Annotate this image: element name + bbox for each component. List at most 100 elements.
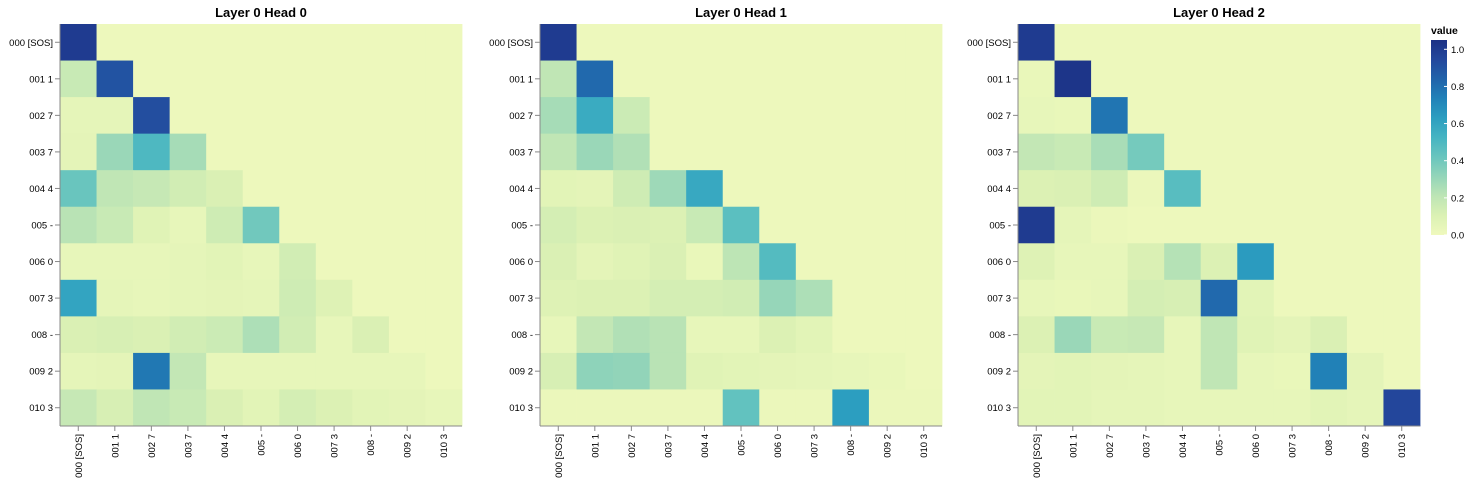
heatmap-cell <box>759 316 797 354</box>
heatmap-cell <box>1200 352 1238 390</box>
heatmap-cell <box>1018 279 1055 317</box>
y-tick-label: 005 - <box>989 221 1011 232</box>
heatmap-cell <box>1164 133 1202 171</box>
heatmap-cell <box>133 352 171 390</box>
heatmap-cell <box>905 316 943 354</box>
heatmap-cell <box>1127 133 1165 171</box>
heatmap-cell <box>425 352 463 390</box>
heatmap-cell <box>1346 133 1384 171</box>
heatmap-cell <box>1054 279 1092 317</box>
y-tick-label: 002 7 <box>987 111 1011 122</box>
heatmap-cell <box>315 24 353 61</box>
heatmap-cell <box>576 389 614 427</box>
heatmap-cell <box>133 97 171 135</box>
heatmap-cell <box>1018 316 1055 354</box>
heatmap-cell <box>686 279 724 317</box>
heatmap-cell <box>686 389 724 427</box>
heatmap-cell <box>1237 279 1275 317</box>
x-tick-label: 005 - <box>257 434 268 456</box>
heatmap-cell <box>722 389 760 427</box>
heatmap-cell <box>722 206 760 244</box>
heatmap-cell <box>1383 170 1421 208</box>
heatmap-cell <box>1346 170 1384 208</box>
heatmap-cell <box>388 389 426 427</box>
heatmap-cell <box>388 243 426 281</box>
panel-title: Layer 0 Head 2 <box>1173 5 1265 20</box>
heatmap-cell <box>60 170 97 208</box>
x-tick-label: 004 4 <box>1178 434 1189 458</box>
heatmap-cell <box>60 206 97 244</box>
heatmap-cell <box>576 243 614 281</box>
heatmap-cell <box>1346 206 1384 244</box>
heatmap-cell <box>1383 60 1421 98</box>
heatmap-cell <box>388 279 426 317</box>
heatmap-cell <box>315 206 353 244</box>
heatmap-cell <box>425 316 463 354</box>
x-tick-label: 002 7 <box>627 434 638 458</box>
heatmap-cell <box>832 97 870 135</box>
heatmap-cell <box>279 316 317 354</box>
heatmap-cell <box>388 316 426 354</box>
heatmap-cell <box>1273 170 1311 208</box>
heatmap-panel-2: Layer 0 Head 2 000 [SOS] 001 1 002 7 003 7 00… <box>967 5 1421 478</box>
heatmap-cell <box>169 316 207 354</box>
x-tick-label: 010 3 <box>439 434 450 458</box>
heatmap-cell <box>1127 170 1165 208</box>
heatmap-cell <box>279 24 317 61</box>
heatmap-cell <box>315 352 353 390</box>
heatmap-cell <box>540 389 577 427</box>
y-tick-label: 007 3 <box>29 294 53 305</box>
x-tick-label: 005 - <box>1215 434 1226 456</box>
heatmap-cell <box>905 352 943 390</box>
heatmap-cell <box>576 206 614 244</box>
heatmap-cell <box>242 24 280 61</box>
x-tick-label: 009 2 <box>883 434 894 458</box>
legend-tick-label: 0.8 <box>1451 82 1464 93</box>
heatmap-cell <box>759 243 797 281</box>
heatmap-cell <box>1346 60 1384 98</box>
heatmap-cell <box>832 352 870 390</box>
heatmap-cell <box>686 170 724 208</box>
heatmap-cell <box>649 243 687 281</box>
x-tick-label: 003 7 <box>183 434 194 458</box>
heatmap-cell <box>795 243 833 281</box>
heatmap-cell <box>1018 206 1055 244</box>
heatmap-cell <box>1164 24 1202 61</box>
heatmap-cell <box>279 133 317 171</box>
heatmap-cell <box>279 352 317 390</box>
heatmap-cell <box>686 60 724 98</box>
heatmap-cell <box>425 170 463 208</box>
heatmap-cell <box>1054 170 1092 208</box>
heatmap-cell <box>686 24 724 61</box>
y-tick-label: 005 - <box>511 221 533 232</box>
heatmap-cell <box>832 170 870 208</box>
panel-title: Layer 0 Head 1 <box>695 5 787 20</box>
heatmap-cell <box>649 316 687 354</box>
heatmap-cell <box>169 24 207 61</box>
heatmap-cell <box>352 243 390 281</box>
heatmap-cell <box>279 97 317 135</box>
heatmap-cell <box>868 352 906 390</box>
y-tick-label: 006 0 <box>987 257 1011 268</box>
heatmap-cell <box>242 279 280 317</box>
heatmap-cell <box>1091 24 1129 61</box>
y-tick-label: 000 [SOS] <box>967 38 1011 49</box>
heatmap-cell <box>60 97 97 135</box>
heatmap-cell <box>242 170 280 208</box>
y-tick-label: 009 2 <box>987 367 1011 378</box>
heatmap-cell <box>96 170 134 208</box>
legend-tick-label: 0.2 <box>1451 193 1464 204</box>
heatmap-cell <box>1091 352 1129 390</box>
heatmap-cell <box>388 60 426 98</box>
heatmap-cell <box>1383 316 1421 354</box>
heatmap-cell <box>722 60 760 98</box>
heatmap-cell <box>576 279 614 317</box>
heatmap-cell <box>1164 170 1202 208</box>
heatmap-cell <box>169 389 207 427</box>
heatmap-cell <box>540 133 577 171</box>
x-tick-label: 002 7 <box>1105 434 1116 458</box>
heatmap-cell <box>905 243 943 281</box>
heatmap-cell <box>352 97 390 135</box>
x-tick-label: 009 2 <box>403 434 414 458</box>
